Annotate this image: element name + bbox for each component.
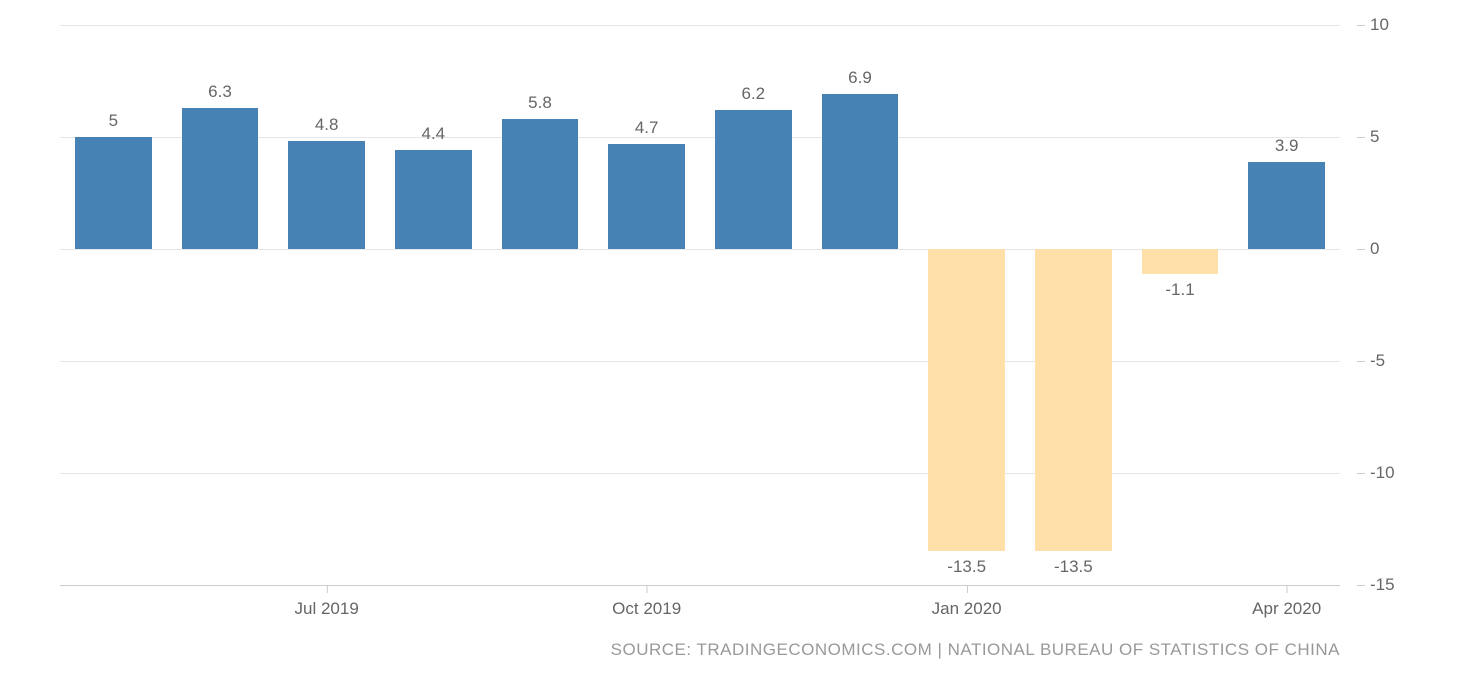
- bar-value-label: 4.7: [635, 118, 659, 138]
- bar: [1248, 162, 1325, 249]
- bar-value-label: 4.4: [422, 124, 446, 144]
- gridline: [60, 361, 1340, 362]
- y-axis-tick-label: 5: [1370, 127, 1379, 147]
- gridline: [60, 473, 1340, 474]
- bar: [288, 141, 365, 249]
- bar-value-label: 5: [109, 111, 118, 131]
- bar-value-label: 4.8: [315, 115, 339, 135]
- bar-value-label: 6.3: [208, 82, 232, 102]
- bar: [928, 249, 1005, 551]
- bar: [822, 94, 899, 249]
- x-axis-tick-label: Jan 2020: [932, 599, 1002, 619]
- y-axis-tick-label: -10: [1370, 463, 1395, 483]
- bar-value-label: -13.5: [1054, 557, 1093, 577]
- x-axis-tick-label: Oct 2019: [612, 599, 681, 619]
- x-axis-tick-label: Apr 2020: [1252, 599, 1321, 619]
- bar: [608, 144, 685, 249]
- bar: [75, 137, 152, 249]
- bar-value-label: 6.2: [742, 84, 766, 104]
- bar-value-label: -13.5: [947, 557, 986, 577]
- y-axis-tick-label: 0: [1370, 239, 1379, 259]
- bar-value-label: 6.9: [848, 68, 872, 88]
- x-axis-tick-label: Jul 2019: [295, 599, 359, 619]
- x-axis-line: [60, 585, 1340, 586]
- bar-value-label: -1.1: [1165, 280, 1194, 300]
- bar-value-label: 5.8: [528, 93, 552, 113]
- bar: [502, 119, 579, 249]
- source-attribution: SOURCE: TRADINGECONOMICS.COM | NATIONAL …: [0, 640, 1460, 660]
- plot-area: 1050-5-10-1556.34.84.45.84.76.26.9-13.5-…: [60, 25, 1340, 585]
- bar: [715, 110, 792, 249]
- chart-stage: 10 5 0 -5 -10 -15 5 6.3 4.8 4.4 5.8 4.7 6.2 6.9 -13.5 -…: [0, 0, 1460, 680]
- bar: [395, 150, 472, 249]
- y-axis-tick-label: -5: [1370, 351, 1385, 371]
- bar: [182, 108, 259, 249]
- y-axis-tick-label: 10: [1370, 15, 1389, 35]
- bar-value-label: 3.9: [1275, 136, 1299, 156]
- bar: [1142, 249, 1219, 274]
- y-axis-tick-label: -15: [1370, 575, 1395, 595]
- bar: [1035, 249, 1112, 551]
- gridline: [60, 25, 1340, 26]
